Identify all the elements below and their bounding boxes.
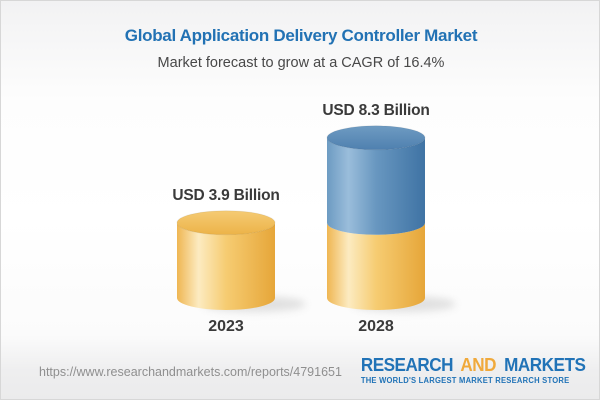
chart-subtitle: Market forecast to grow at a CAGR of 16.… bbox=[157, 55, 445, 71]
logo-word-markets: MARKETS bbox=[503, 355, 586, 375]
category-label-2028: 2028 bbox=[358, 318, 394, 335]
value-label-2023: USD 3.9 Billion bbox=[172, 186, 280, 204]
research-and-markets-logo: RESEARCH AND MARKETS THE WORLD'S LARGEST… bbox=[360, 356, 585, 386]
logo-wordmark: RESEARCH AND MARKETS bbox=[360, 356, 585, 375]
chart-title: Global Application Delivery Controller M… bbox=[124, 26, 478, 45]
category-label-2023: 2023 bbox=[208, 318, 244, 335]
logo-word-research: RESEARCH bbox=[360, 355, 453, 375]
logo-tagline: THE WORLD'S LARGEST MARKET RESEARCH STOR… bbox=[360, 376, 570, 385]
value-label-2028: USD 8.3 Billion bbox=[322, 101, 430, 119]
report-url: https://www.researchandmarkets.com/repor… bbox=[39, 365, 342, 379]
logo-word-and: AND bbox=[460, 355, 496, 375]
